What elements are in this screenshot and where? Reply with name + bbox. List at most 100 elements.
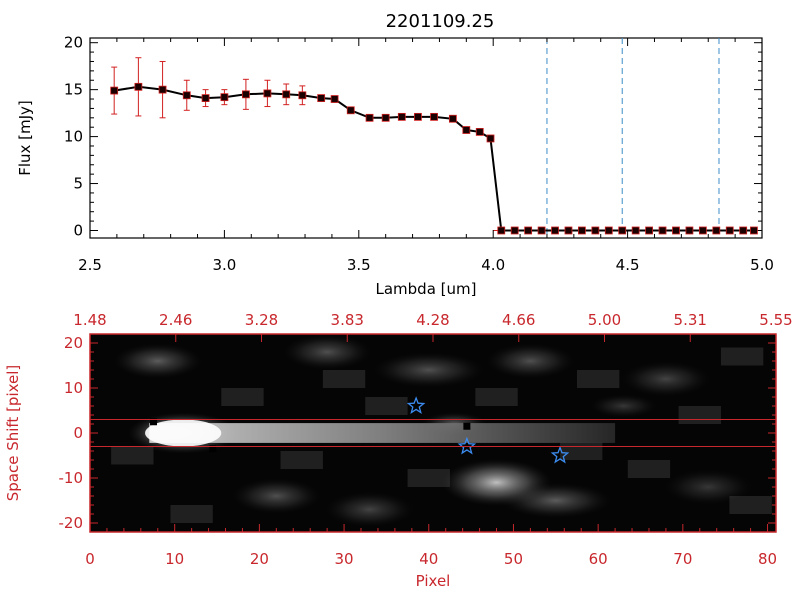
- image-y-tick-label: -20: [59, 514, 84, 532]
- image-blob: [232, 478, 321, 514]
- noise-patch: [475, 388, 518, 406]
- data-point: [134, 82, 143, 91]
- data-point: [672, 226, 680, 235]
- star-icon: [457, 436, 477, 455]
- data-point: [658, 226, 667, 235]
- image-x-tick-label: 30: [335, 550, 354, 568]
- image-top-tick-label: 4.28: [416, 311, 449, 329]
- data-point: [430, 112, 438, 121]
- data-point: [220, 93, 229, 102]
- image-blob: [500, 482, 611, 519]
- image-blob: [325, 491, 414, 528]
- noise-patch: [729, 496, 772, 514]
- image-x-tick-label: 40: [419, 550, 438, 568]
- image-top-tick-label: 2.46: [159, 311, 192, 329]
- data-point: [486, 134, 495, 143]
- data-point: [685, 226, 694, 235]
- data-point: [739, 226, 748, 235]
- image-top-tick-label: 5.55: [759, 311, 792, 329]
- noise-patch: [560, 442, 603, 460]
- image-top-tick-label: 3.28: [245, 311, 278, 329]
- data-point: [330, 95, 339, 103]
- image-x-tick-label: 80: [758, 550, 777, 568]
- data-point: [381, 113, 390, 122]
- spectrum-x-tick-label: 5.0: [750, 256, 774, 274]
- noise-patch: [576, 370, 620, 388]
- spectrum-y-axis-label: Flux [mJy]: [16, 100, 34, 176]
- data-point: [725, 226, 734, 235]
- data-point: [497, 226, 506, 235]
- image-top-tick-label: 5.31: [674, 311, 707, 329]
- data-point: [346, 106, 355, 115]
- spectrum-chart: 2.5 3.0 3.5 4.0 4.5 5.0 0 5 10 15 20: [64, 34, 774, 274]
- data-point: [282, 90, 291, 99]
- noise-patch: [627, 460, 671, 478]
- data-point: [110, 86, 119, 95]
- noise-patch: [720, 347, 764, 366]
- image-x-tick-label: 0: [85, 550, 95, 568]
- data-point: [645, 226, 654, 235]
- data-point: [537, 226, 546, 235]
- data-point: [551, 226, 559, 235]
- image-blob: [590, 394, 657, 418]
- data-point: [578, 226, 586, 235]
- dark-marker: [209, 445, 217, 453]
- spectrum-y-tick-label: 5: [73, 175, 83, 193]
- data-point: [750, 226, 758, 235]
- chart-title: 2201109.25: [386, 11, 495, 32]
- image-x-tick-label: 60: [589, 550, 608, 568]
- image-blob: [113, 343, 202, 379]
- spectrum-x-axis-label: Lambda [um]: [376, 280, 477, 298]
- data-point: [462, 126, 471, 134]
- image-top-tick-label: 3.83: [331, 311, 364, 329]
- star-icon: [406, 396, 426, 414]
- data-point: [510, 226, 519, 235]
- image-y-tick-label: 20: [64, 334, 83, 352]
- spectrum-y-tick-label: 0: [73, 221, 83, 239]
- data-point: [242, 90, 250, 99]
- spectral-image-chart: 0 10 20 30 40 50 60 70 80 1.48 2.46 3.28 3.83 4.28 4.6…: [59, 311, 793, 568]
- image-y-tick-label: 0: [73, 424, 83, 442]
- data-point: [591, 226, 600, 235]
- spectrum-x-tick-label: 2.5: [78, 256, 102, 274]
- image-blob: [664, 469, 753, 505]
- dark-marker: [150, 418, 158, 426]
- data-point: [182, 91, 191, 100]
- image-blob: [621, 361, 710, 397]
- data-point: [158, 85, 167, 94]
- noise-patch: [111, 446, 154, 465]
- data-point: [631, 226, 640, 235]
- data-point: [263, 89, 272, 98]
- spectrum-x-tick-label: 4.0: [481, 256, 505, 274]
- data-point: [365, 113, 374, 122]
- data-point: [604, 226, 613, 235]
- image-blob: [283, 334, 372, 370]
- image-blob: [486, 343, 575, 379]
- spectral-trace: [149, 423, 616, 443]
- star-icon: [550, 445, 570, 464]
- image-x-tick-label: 50: [504, 550, 523, 568]
- data-point: [397, 112, 406, 121]
- noise-patch: [322, 370, 366, 388]
- spectrum-y-tick-label: 15: [64, 81, 83, 99]
- noise-patch: [365, 397, 408, 415]
- noise-patch: [280, 451, 323, 469]
- noise-patch: [170, 505, 213, 523]
- image-y-axis-label: Space Shift [pixel]: [4, 365, 22, 502]
- data-point: [698, 226, 707, 235]
- spectrum-line: [114, 85, 754, 232]
- image-top-tick-label: 5.00: [588, 311, 621, 329]
- image-y-tick-label: 10: [64, 379, 83, 397]
- dark-marker: [463, 422, 471, 430]
- data-point: [201, 94, 210, 102]
- spectrum-y-tick-label: 10: [64, 128, 83, 146]
- spectrum-x-tick-label: 3.5: [347, 256, 371, 274]
- trace-peak: [145, 419, 222, 447]
- noise-patch: [678, 406, 721, 424]
- image-area: [90, 334, 776, 532]
- spectrum-plot-frame: [89, 37, 763, 239]
- data-point: [414, 112, 422, 121]
- spectrum-y-tick-label: 20: [64, 34, 83, 52]
- data-point: [475, 127, 484, 136]
